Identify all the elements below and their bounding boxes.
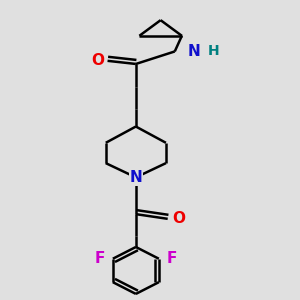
Text: N: N bbox=[130, 170, 142, 185]
Text: O: O bbox=[91, 53, 104, 68]
Text: F: F bbox=[167, 251, 178, 266]
Text: O: O bbox=[172, 211, 185, 226]
Text: N: N bbox=[188, 44, 201, 59]
Text: H: H bbox=[208, 44, 220, 58]
Text: F: F bbox=[94, 251, 105, 266]
